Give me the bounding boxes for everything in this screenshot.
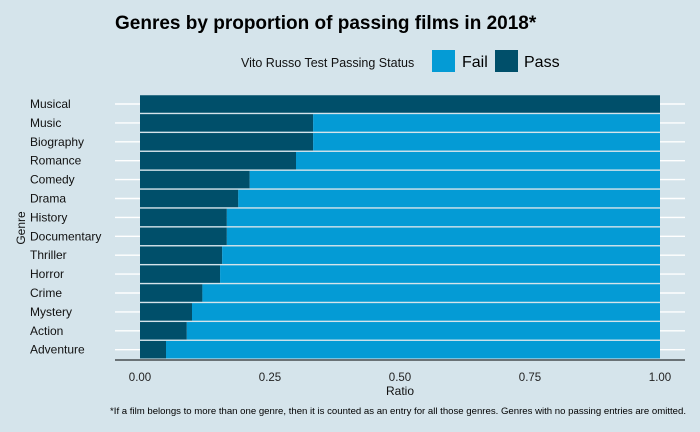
y-tick-label: Thriller: [30, 248, 67, 262]
y-tick-label: Biography: [30, 135, 84, 149]
y-tick-label: Action: [30, 324, 63, 338]
bar-fail-action: [186, 322, 661, 340]
bar-fail-biography: [313, 133, 660, 151]
bar-fail-mystery: [192, 303, 660, 321]
bar-pass-biography: [140, 133, 314, 151]
bar-pass-romance: [140, 151, 296, 170]
y-tick-label: Mystery: [30, 305, 72, 319]
y-tick-label: History: [30, 210, 67, 224]
bar-fail-adventure: [166, 340, 660, 359]
bar-fail-thriller: [222, 246, 660, 264]
bar-pass-mystery: [140, 303, 192, 321]
legend-label-fail: Fail: [462, 54, 488, 71]
y-tick-label: Music: [30, 116, 61, 130]
bar-pass-musical: [140, 95, 660, 113]
bar-fail-horror: [220, 265, 660, 283]
bar-pass-thriller: [140, 246, 223, 264]
chart-caption: *If a film belongs to more than one genr…: [110, 406, 686, 417]
bar-pass-documentary: [140, 227, 227, 246]
legend-label-pass: Pass: [524, 54, 560, 71]
x-tick-label: 0.50: [389, 372, 411, 384]
bars: [140, 95, 661, 359]
x-tick-label: 1.00: [649, 372, 671, 384]
y-tick-label: Documentary: [30, 229, 101, 243]
bar-fail-drama: [238, 189, 660, 208]
bar-fail-romance: [296, 151, 660, 170]
bar-pass-action: [140, 322, 187, 340]
x-axis-label: Ratio: [386, 384, 414, 398]
y-tick-label: Musical: [30, 97, 71, 111]
chart-title: Genres by proportion of passing films in…: [115, 13, 537, 34]
bar-fail-history: [226, 208, 660, 227]
y-tick-label: Horror: [30, 267, 64, 281]
x-tick-label: 0.00: [129, 372, 151, 384]
y-tick-label: Drama: [30, 192, 66, 206]
bar-pass-history: [140, 208, 227, 227]
bar-pass-music: [140, 114, 314, 132]
bar-pass-crime: [140, 284, 203, 302]
legend: Vito Russo Test Passing Status Fail Pass: [241, 50, 560, 72]
bar-fail-music: [313, 114, 660, 132]
y-tick-labels: Musical Music Biography Romance Comedy Drama H…: [30, 97, 101, 357]
legend-swatch-fail: [432, 50, 455, 72]
legend-title: Vito Russo Test Passing Status: [241, 56, 414, 70]
y-tick-label: Romance: [30, 154, 82, 168]
bar-pass-adventure: [140, 340, 166, 359]
bar-fail-comedy: [249, 170, 660, 189]
bar-pass-horror: [140, 265, 221, 283]
legend-swatch-pass: [495, 50, 518, 72]
y-tick-label: Crime: [30, 286, 62, 300]
bar-fail-crime: [202, 284, 660, 302]
x-tick-labels: 0.00 0.25 0.50 0.75 1.00: [129, 372, 671, 384]
bar-pass-drama: [140, 189, 239, 208]
y-tick-label: Comedy: [30, 173, 75, 187]
x-tick-label: 0.75: [519, 372, 541, 384]
bar-pass-comedy: [140, 170, 250, 189]
x-tick-label: 0.25: [259, 372, 281, 384]
y-tick-label: Adventure: [30, 343, 85, 357]
y-axis-label: Genre: [14, 211, 28, 245]
bar-fail-documentary: [226, 227, 660, 246]
